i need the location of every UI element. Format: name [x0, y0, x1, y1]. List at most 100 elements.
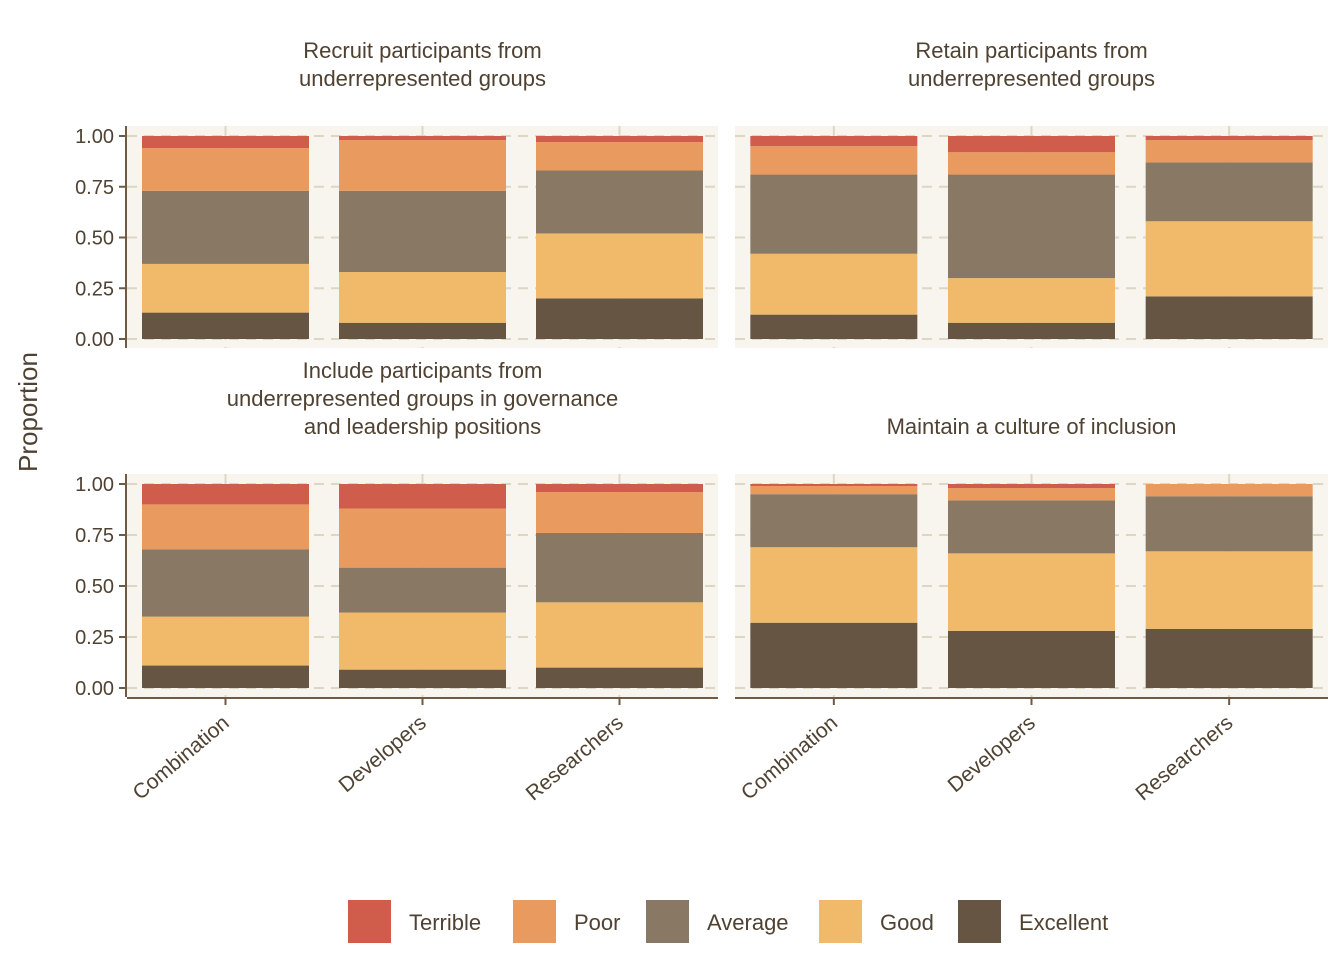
legend-item-poor: Poor	[513, 900, 620, 943]
legend-label: Poor	[574, 910, 620, 935]
y-tick-label: 0.50	[75, 228, 114, 250]
bar-segment-terrible	[948, 484, 1115, 489]
legend-item-good: Good	[819, 900, 934, 943]
bar-segment-poor	[142, 148, 309, 191]
bar-segment-poor	[750, 146, 918, 175]
x-tick-label: Combination	[737, 711, 842, 804]
y-tick-label: 0.75	[75, 525, 114, 547]
bar-segment-excellent	[536, 298, 703, 339]
bar-segment-terrible	[142, 484, 309, 505]
bar-segment-excellent	[1145, 296, 1313, 339]
bar-segment-average	[750, 174, 918, 254]
bar-segment-average	[339, 567, 506, 613]
bar-segment-terrible	[750, 484, 918, 487]
y-tick-label: 0.25	[75, 627, 114, 649]
bar-segment-average	[750, 494, 918, 548]
legend-label: Terrible	[409, 910, 481, 935]
bar-segment-poor	[948, 488, 1115, 501]
legend: Terrible Poor Average Good Excellent	[348, 900, 1108, 943]
x-tick-label: Combination	[129, 711, 234, 804]
bar-segment-good	[536, 233, 703, 299]
facet-panel: Recruit participants from underrepresente…	[75, 38, 718, 351]
bar-segment-terrible	[142, 136, 309, 149]
bar-segment-excellent	[750, 314, 918, 339]
bar-segment-poor	[948, 152, 1115, 175]
y-tick-label: 0.50	[75, 576, 114, 598]
facet-title-line: Recruit participants from	[303, 38, 541, 63]
y-axis-label: Proportion	[13, 352, 43, 472]
bar-segment-good	[536, 602, 703, 668]
legend-label: Average	[707, 910, 789, 935]
bar-segment-good	[750, 547, 918, 623]
bar-segment-terrible	[536, 484, 703, 493]
bar-segment-terrible	[1145, 136, 1313, 141]
x-tick-label: Developers	[335, 711, 431, 797]
bar-segment-poor	[1145, 484, 1313, 497]
y-tick-label: 0.25	[75, 278, 114, 300]
facet-panel: Retain participants from underrepresented…	[735, 38, 1328, 348]
bar-segment-good	[750, 253, 918, 315]
bar-segment-terrible	[339, 136, 506, 141]
legend-key-poor	[513, 900, 556, 943]
bar-segment-average	[948, 500, 1115, 554]
panels: Recruit participants from underrepresente…	[75, 38, 1328, 805]
bar-segment-average	[339, 190, 506, 273]
bar-segment-excellent	[536, 667, 703, 688]
bar-segment-average	[948, 174, 1115, 279]
facet-title-line: underrepresented groups	[299, 66, 546, 91]
legend-key-excellent	[958, 900, 1001, 943]
bar-segment-average	[142, 190, 309, 264]
bar-segment-good	[339, 612, 506, 670]
facet-title-line: Retain participants from	[915, 38, 1147, 63]
facet-title-line: Include participants from	[303, 358, 543, 383]
bar-segment-poor	[142, 504, 309, 550]
bar-segment-poor	[339, 140, 506, 191]
legend-label: Excellent	[1019, 910, 1108, 935]
facet-panel: Include participants from underrepresente…	[75, 358, 718, 805]
bar-segment-poor	[1145, 140, 1313, 163]
y-tick-label: 0.00	[75, 678, 114, 700]
bar-segment-good	[339, 272, 506, 323]
bar-segment-excellent	[142, 665, 309, 688]
bar-segment-good	[948, 553, 1115, 631]
y-tick-label: 0.00	[75, 329, 114, 351]
legend-item-excellent: Excellent	[958, 900, 1108, 943]
legend-key-good	[819, 900, 862, 943]
bar-segment-average	[1145, 162, 1313, 222]
bar-segment-good	[142, 616, 309, 666]
bar-segment-average	[536, 170, 703, 234]
bar-segment-poor	[536, 492, 703, 533]
legend-item-terrible: Terrible	[348, 900, 481, 943]
bar-segment-poor	[536, 142, 703, 171]
bar-segment-good	[948, 278, 1115, 323]
legend-item-average: Average	[646, 900, 789, 943]
bar-segment-excellent	[948, 630, 1115, 688]
legend-label: Good	[880, 910, 934, 935]
bar-segment-good	[1145, 221, 1313, 297]
x-tick-label: Researchers	[522, 711, 628, 805]
bar-segment-terrible	[339, 484, 506, 509]
bar-segment-terrible	[536, 136, 703, 143]
x-tick-label: Developers	[944, 711, 1040, 797]
facet-title-line: Maintain a culture of inclusion	[887, 414, 1177, 439]
bar-segment-poor	[339, 508, 506, 568]
bar-segment-excellent	[142, 312, 309, 339]
bar-segment-excellent	[339, 322, 506, 339]
bar-segment-good	[142, 263, 309, 313]
bar-segment-excellent	[1145, 628, 1313, 688]
x-tick-label: Researchers	[1131, 711, 1237, 805]
bar-segment-excellent	[750, 622, 918, 688]
bar-segment-average	[142, 549, 309, 617]
bar-segment-average	[536, 532, 703, 603]
y-tick-label: 0.75	[75, 177, 114, 199]
bar-segment-terrible	[750, 136, 918, 147]
facet-title-line: underrepresented groups in governance	[227, 386, 618, 411]
bar-segment-excellent	[339, 669, 506, 688]
y-tick-label: 1.00	[75, 126, 114, 148]
legend-key-terrible	[348, 900, 391, 943]
bar-segment-good	[1145, 551, 1313, 629]
facet-title-line: underrepresented groups	[908, 66, 1155, 91]
bar-segment-average	[1145, 496, 1313, 552]
bar-segment-poor	[750, 486, 918, 495]
